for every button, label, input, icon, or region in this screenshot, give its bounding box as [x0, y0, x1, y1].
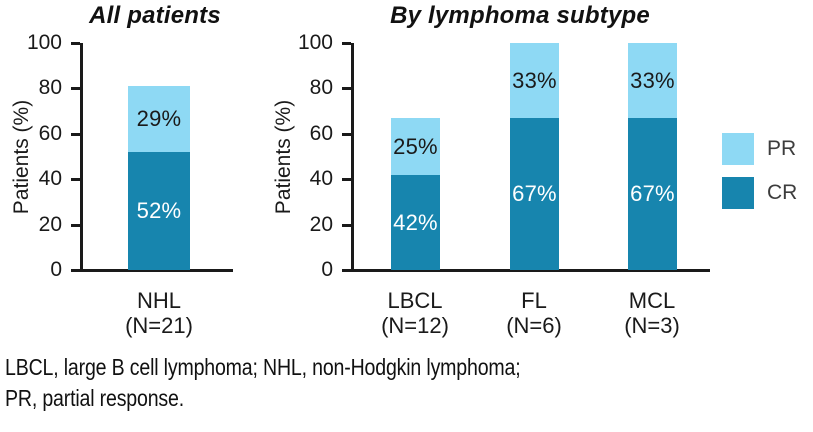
y-tick-label: 60: [309, 122, 333, 145]
bar-segment-pr: 29%: [128, 86, 190, 152]
bar-segment-cr: 42%: [391, 175, 440, 270]
footnote-line-2: PR, partial response.: [5, 385, 184, 411]
category-label: FL (N=6): [464, 288, 604, 338]
legend-label-pr: PR: [767, 137, 797, 160]
y-axis-tick: [71, 269, 80, 272]
bar-value-label: 42%: [393, 209, 438, 235]
y-tick-label: 40: [309, 167, 333, 190]
cr-color-swatch: [722, 177, 754, 209]
y-axis-label: Patients (%): [10, 99, 33, 215]
y-axis-tick: [71, 178, 80, 181]
y-tick-label: 0: [321, 258, 333, 281]
y-tick-label: 100: [26, 31, 62, 54]
y-tick-label: 80: [309, 76, 333, 99]
y-axis-tick: [342, 87, 351, 90]
y-tick-label: 0: [50, 258, 62, 281]
y-axis-tick: [342, 133, 351, 136]
category-name: LBCL: [387, 288, 443, 313]
category-n-count: (N=12): [381, 313, 449, 338]
bar-segment-cr: 67%: [628, 118, 677, 270]
bar-value-label: 67%: [512, 181, 557, 206]
bar-value-label: 52%: [136, 198, 182, 223]
y-tick-label: 100: [297, 31, 333, 54]
bar-segment-pr: 33%: [628, 43, 677, 118]
category-name: NHL: [136, 288, 181, 313]
footnote: LBCL, large B cell lymphoma; NHL, non-Ho…: [5, 352, 521, 414]
y-axis-tick: [71, 133, 80, 136]
bar-value-label: 29%: [136, 106, 182, 131]
category-name: MCL: [628, 288, 676, 313]
y-tick-label: 80: [38, 76, 62, 99]
footnote-line-1: LBCL, large B cell lymphoma; NHL, non-Ho…: [5, 354, 521, 380]
y-axis-tick: [71, 42, 80, 45]
legend-item-cr: CR: [722, 177, 797, 209]
y-tick-label: 60: [38, 122, 62, 145]
y-tick-label: 20: [309, 213, 333, 236]
category-n-count: (N=21): [125, 313, 193, 338]
y-tick-label: 20: [38, 213, 62, 236]
y-axis-tick: [342, 178, 351, 181]
bar-value-label: 33%: [512, 67, 557, 93]
y-axis-label: Patients (%): [272, 99, 295, 215]
bar-segment-cr: 67%: [510, 118, 559, 270]
chart-title-all-patients: All patients: [89, 2, 221, 29]
bar-value-label: 33%: [630, 67, 675, 93]
y-axis-tick: [71, 224, 80, 227]
y-tick-label: 40: [38, 167, 62, 190]
x-axis-line: [342, 269, 710, 272]
category-n-count: (N=6): [506, 313, 562, 338]
y-axis-line: [80, 43, 83, 272]
category-label: LBCL (N=12): [345, 288, 485, 338]
bar-value-label: 67%: [630, 181, 675, 206]
bar-segment-pr: 33%: [510, 43, 559, 118]
legend-item-pr: PR: [722, 133, 797, 165]
y-axis-tick: [71, 87, 80, 90]
bar-segment-cr: 52%: [128, 152, 190, 270]
bar-value-label: 25%: [393, 133, 438, 159]
y-axis-tick: [342, 224, 351, 227]
x-axis-line: [71, 269, 233, 272]
category-name: FL: [521, 288, 547, 313]
category-label: MCL (N=3): [582, 288, 722, 338]
bar-segment-pr: 25%: [391, 118, 440, 175]
y-axis-tick: [342, 42, 351, 45]
chart-title-by-subtype: By lymphoma subtype: [390, 2, 650, 29]
category-label: NHL (N=21): [89, 288, 229, 338]
category-n-count: (N=3): [624, 313, 680, 338]
y-axis-line: [351, 43, 354, 272]
legend-label-cr: CR: [767, 181, 798, 204]
y-axis-tick: [342, 269, 351, 272]
pr-color-swatch: [722, 133, 754, 165]
legend: PR CR: [722, 133, 797, 221]
